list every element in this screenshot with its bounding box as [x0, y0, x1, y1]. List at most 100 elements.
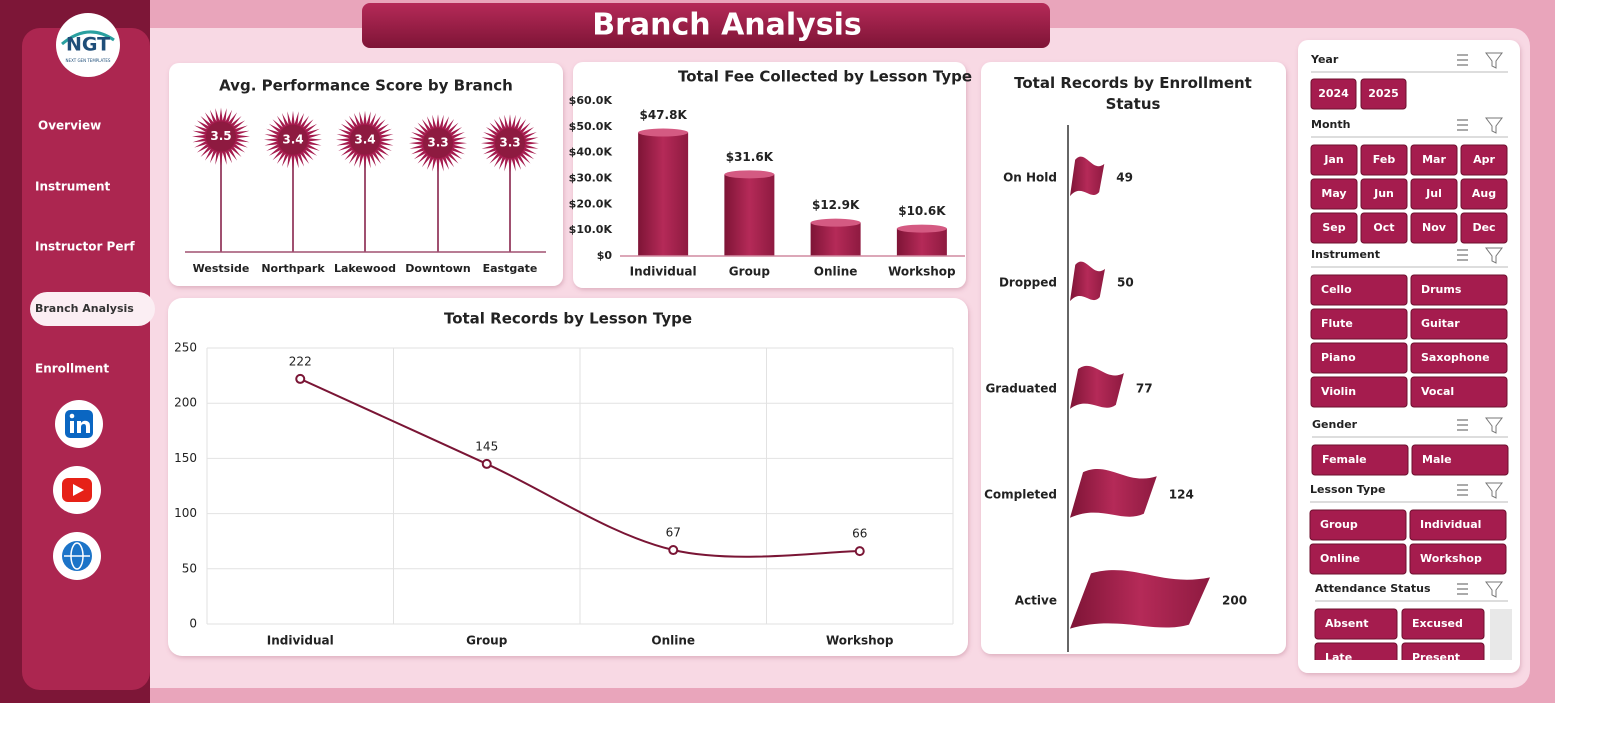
slicer-button[interactable]: [1314, 608, 1398, 640]
y-tick-label: $30.0K: [569, 172, 613, 185]
slicer-button[interactable]: [1410, 274, 1508, 306]
bar: [724, 174, 775, 256]
slicer-button-label: Saxophone: [1421, 351, 1490, 364]
x-tick-label: Group: [729, 265, 771, 279]
slicer-button[interactable]: [1310, 212, 1358, 244]
logo-tagline: NEXT GEN TEMPLATES: [66, 58, 111, 63]
slicer-button[interactable]: [1360, 144, 1408, 176]
scrollbar: [1490, 609, 1512, 660]
slicer-button[interactable]: [1360, 178, 1408, 210]
slicer-button[interactable]: [1410, 144, 1458, 176]
bar-cap: [810, 218, 861, 227]
slicer-button-label: Jan: [1323, 153, 1343, 166]
slicer-button[interactable]: [1311, 444, 1409, 476]
sidebar-panel: [22, 28, 150, 690]
clear-filter-icon[interactable]: [1485, 417, 1503, 434]
nav-item[interactable]: Branch Analysis: [35, 302, 134, 315]
flag-bar: [1070, 365, 1124, 409]
nav-item[interactable]: Instructor Perf: [35, 240, 135, 254]
slicer-button-label: Feb: [1373, 153, 1396, 166]
slicer-button[interactable]: [1360, 212, 1408, 244]
slicer-button-label: Aug: [1472, 187, 1496, 200]
slicer-button[interactable]: [1310, 78, 1357, 110]
panel: [168, 298, 968, 656]
data-label: 124: [1169, 488, 1194, 502]
x-tick-label: Eastgate: [483, 262, 538, 275]
y-tick-label: $60.0K: [569, 94, 613, 107]
logo: [56, 13, 120, 77]
slicer-button[interactable]: [1410, 308, 1508, 340]
nav-item[interactable]: Enrollment: [35, 362, 109, 376]
slicer-button-label: Oct: [1373, 221, 1394, 234]
lollipop-center: [495, 128, 525, 159]
slicer-button[interactable]: [1360, 78, 1407, 110]
slicer-button[interactable]: [1410, 212, 1458, 244]
lollipop-center: [350, 124, 380, 155]
chart-title: Avg. Performance Score by Branch: [219, 77, 513, 95]
slicer-button[interactable]: [1309, 509, 1407, 541]
category-label: On Hold: [1003, 171, 1057, 185]
slicer-button-label: Workshop: [1420, 552, 1482, 565]
y-tick-label: 200: [174, 396, 197, 410]
x-tick-label: Group: [466, 634, 508, 648]
slicer-button[interactable]: [1401, 642, 1485, 673]
chart-title: Total Fee Collected by Lesson Type: [678, 68, 972, 86]
slicer-button-label: Guitar: [1421, 317, 1460, 330]
slicer-button-label: Online: [1320, 552, 1360, 565]
slicer-button[interactable]: [1310, 178, 1358, 210]
slicer-button-label: Nov: [1422, 221, 1447, 234]
nav-item[interactable]: Instrument: [35, 180, 111, 194]
y-tick-label: 50: [182, 561, 197, 575]
nav-item[interactable]: Overview: [38, 119, 101, 133]
slicer-button[interactable]: [1310, 376, 1408, 408]
slicer-button[interactable]: [1309, 543, 1407, 575]
clear-filter-icon[interactable]: [1485, 482, 1503, 499]
slicer-button[interactable]: [1310, 144, 1358, 176]
linkedin-glyph: [70, 421, 74, 433]
slicer-button[interactable]: [1460, 178, 1508, 210]
slicer-button[interactable]: [1310, 274, 1408, 306]
panel: [981, 62, 1286, 654]
data-label: 67: [666, 526, 681, 540]
slicer-button[interactable]: [1460, 212, 1508, 244]
line-marker: [854, 546, 865, 557]
y-tick-label: $10.0K: [569, 223, 613, 236]
line-series: [299, 378, 860, 558]
clear-filter-icon[interactable]: [1485, 247, 1503, 264]
slicer-button-label: Drums: [1421, 283, 1462, 296]
category-label: Graduated: [985, 382, 1057, 396]
line-marker: [668, 545, 679, 556]
slicer-button-label: Excused: [1412, 617, 1463, 630]
slicer-button[interactable]: [1310, 308, 1408, 340]
slicer-button[interactable]: [1409, 509, 1507, 541]
slicer-button[interactable]: [1409, 543, 1507, 575]
bar: [810, 222, 861, 256]
slicer-title: Lesson Type: [1310, 483, 1386, 496]
data-label: 66: [852, 527, 867, 541]
nav-active-pill: [30, 292, 155, 326]
chart-title: Total Records by Enrollment Status: [1014, 74, 1252, 113]
line-marker: [295, 373, 306, 384]
slicer-button[interactable]: [1410, 342, 1508, 374]
slicer-button-label: Apr: [1473, 153, 1495, 166]
slicer-button-label: Vocal: [1421, 385, 1454, 398]
slicer-button[interactable]: [1401, 608, 1485, 640]
clear-filter-icon[interactable]: [1485, 581, 1503, 598]
slicer-button-label: Jun: [1373, 187, 1394, 200]
slicer-button[interactable]: [1310, 342, 1408, 374]
slicer-title: Year: [1310, 53, 1339, 66]
clear-filter-icon[interactable]: [1485, 117, 1503, 134]
clear-filter-icon[interactable]: [1485, 52, 1503, 69]
slicer-button-label: Present: [1412, 651, 1460, 664]
slicer-button[interactable]: [1411, 444, 1509, 476]
slicer-button[interactable]: [1410, 376, 1508, 408]
flag-bar: [1070, 261, 1105, 302]
slicer-button-label: Sep: [1322, 221, 1345, 234]
slicer-button[interactable]: [1460, 144, 1508, 176]
slicer-button[interactable]: [1410, 178, 1458, 210]
slicer-button[interactable]: [1314, 642, 1398, 673]
y-tick-label: $0: [597, 249, 613, 262]
category-label: Completed: [984, 488, 1057, 502]
bar-cap: [724, 170, 775, 179]
